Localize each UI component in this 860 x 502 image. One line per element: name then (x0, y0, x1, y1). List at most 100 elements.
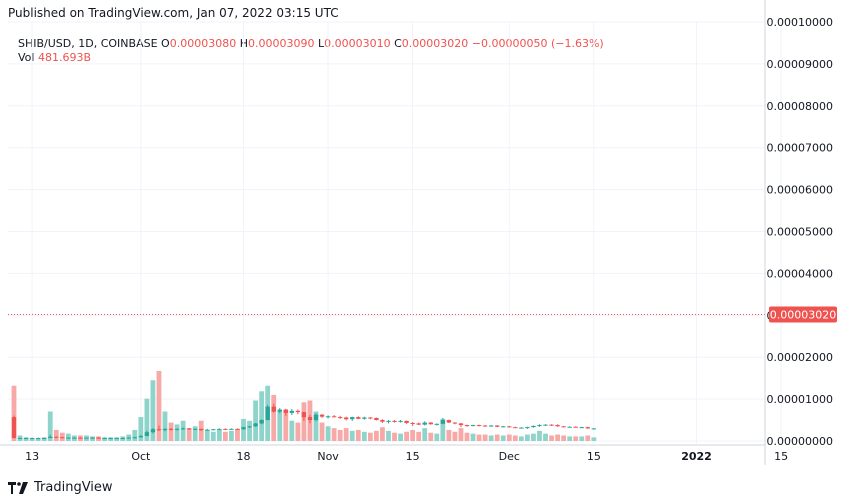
y-tick-label: 0.00002000 (767, 351, 833, 364)
volume-bar (156, 371, 162, 441)
y-tick-label: 0.00010000 (767, 16, 833, 29)
volume-bar (500, 435, 506, 441)
volume-bar (422, 428, 428, 441)
volume-bar (434, 433, 440, 441)
volume-bar (295, 422, 301, 441)
volume-bar (138, 417, 144, 441)
candle-body (235, 428, 240, 430)
candle-body (440, 420, 446, 424)
volume-bar (579, 436, 585, 441)
x-tick-label: Nov (317, 450, 339, 463)
volume-bar (241, 418, 246, 441)
volume-bar (416, 431, 422, 441)
volume-bar (313, 411, 319, 441)
volume-bar (90, 436, 95, 441)
candle-body (356, 417, 361, 419)
candle-body (217, 428, 222, 430)
volume-bar (325, 426, 331, 441)
candle-body (495, 425, 500, 427)
volume-bar (440, 418, 446, 441)
candle-body (72, 437, 77, 439)
volume-bar (144, 398, 150, 441)
volume-bar (41, 437, 47, 441)
volume-bar (253, 400, 258, 441)
volume-bar (192, 426, 198, 441)
candle-body (174, 428, 180, 430)
candle-body (374, 417, 379, 421)
candle-body (307, 417, 313, 421)
candle-body (247, 426, 252, 428)
volume-bar (47, 411, 53, 441)
candle-body (17, 438, 23, 440)
x-tick-label: 18 (237, 450, 251, 463)
candle-body (488, 425, 494, 427)
candle-body (223, 428, 228, 430)
close-key: C (394, 37, 402, 50)
volume-bar (380, 427, 385, 441)
candle-body (331, 416, 337, 418)
volume-bar (283, 409, 289, 441)
candle-body (132, 437, 137, 439)
volume-legend: Vol 481.693B (18, 51, 91, 64)
close-value: 0.00003020 (401, 37, 469, 50)
volume-bar (458, 428, 464, 441)
candle-body (549, 424, 554, 426)
candle-body (271, 406, 276, 412)
footer: TradingView (8, 480, 113, 495)
candle-body (253, 423, 258, 427)
candle-body (337, 417, 343, 419)
volume-bar (301, 402, 307, 441)
volume-bar (229, 430, 234, 441)
y-tick-label: 0.00004000 (767, 267, 833, 280)
candle-body (380, 420, 385, 422)
candle-body (150, 429, 156, 433)
candle-body (573, 426, 578, 428)
volume-bar (392, 432, 397, 441)
volume-bar (464, 432, 470, 441)
volume-bar (361, 431, 367, 441)
candle-body (350, 417, 355, 420)
volume-bar (180, 420, 186, 441)
candle-body (434, 423, 439, 425)
candle-body (211, 429, 216, 431)
y-tick-label: 0.00005000 (767, 226, 833, 239)
x-tick-label: 15 (406, 450, 420, 463)
candle-body (507, 426, 512, 428)
volume-bar (289, 420, 295, 441)
candle-body (458, 423, 464, 426)
x-tick-label: 15 (774, 450, 788, 463)
candle-body (66, 437, 71, 439)
candle-body (283, 409, 288, 413)
tradingview-logo-icon (8, 481, 28, 494)
candle-body (531, 425, 536, 428)
candle-body (476, 425, 482, 427)
candle-body (392, 420, 397, 422)
volume-bar (512, 435, 518, 441)
candle-body (126, 437, 131, 439)
volume-bar (374, 430, 379, 441)
x-tick-label: 13 (25, 450, 39, 463)
volume-bar (247, 420, 252, 441)
symbol-label: SHIB/USD, 1D, COINBASE (18, 37, 158, 50)
candle-body (29, 438, 35, 440)
candle-body (398, 420, 403, 422)
volume-bar (114, 437, 120, 441)
candle-body (319, 414, 325, 417)
candle-body (368, 417, 373, 419)
volume-bar (108, 437, 114, 441)
volume-bar (150, 380, 156, 441)
vol-key: Vol (18, 51, 35, 64)
volume-bar (23, 437, 29, 441)
volume-bar (223, 431, 228, 441)
y-tick-label: 0.00000000 (767, 435, 833, 448)
volume-bar (367, 432, 373, 441)
volume-bar (573, 436, 579, 441)
candle-body (362, 417, 367, 419)
candle-body (144, 432, 150, 436)
candle-body (186, 428, 192, 430)
x-tick-label: Oct (131, 450, 151, 463)
y-tick-label: 0.00006000 (767, 184, 833, 197)
volume-bar (591, 437, 597, 441)
candle-body (325, 416, 331, 418)
